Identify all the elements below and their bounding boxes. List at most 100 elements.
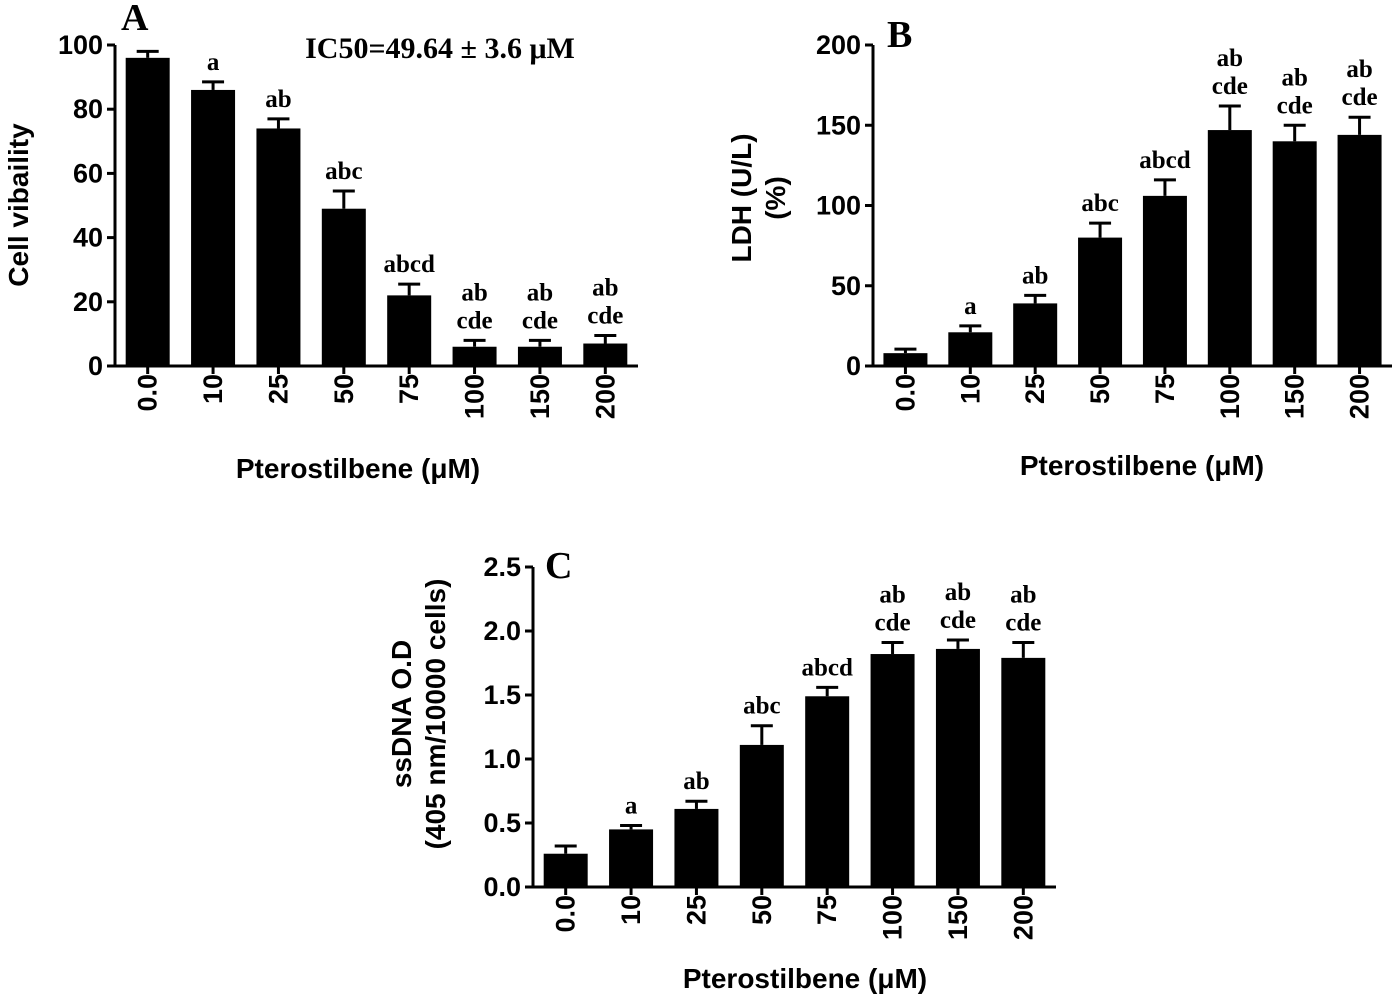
x-axis-title: Pterostilbene (μM) xyxy=(236,453,480,484)
bar xyxy=(1337,134,1382,366)
bar xyxy=(256,128,301,366)
significance-label: ab xyxy=(1346,56,1372,83)
significance-label: abcd xyxy=(801,654,853,681)
y-tick-label: 50 xyxy=(831,271,861,301)
chart-panel-b: 0.0a10ab25abc50abcd75abcde100abcde150abc… xyxy=(726,14,1392,481)
significance-label: abcd xyxy=(1139,147,1191,174)
bar xyxy=(387,295,432,366)
x-tick-label: 100 xyxy=(1215,374,1245,419)
panel-label: A xyxy=(121,0,149,39)
y-tick-label: 1.0 xyxy=(483,744,521,774)
significance-label: cde xyxy=(587,303,623,330)
x-tick-label: 25 xyxy=(1020,374,1050,404)
bar xyxy=(1001,657,1046,887)
significance-label: abc xyxy=(1081,190,1119,217)
y-tick-label: 60 xyxy=(73,158,103,188)
x-tick-label: 50 xyxy=(747,895,777,925)
bar xyxy=(935,648,980,887)
x-tick-label: 50 xyxy=(329,374,359,404)
significance-label: cde xyxy=(1342,84,1378,111)
significance-label: cde xyxy=(875,610,911,637)
y-axis-title-line2: (%) xyxy=(760,176,791,220)
y-tick-label: 40 xyxy=(73,223,103,253)
x-tick-label: 150 xyxy=(525,374,555,419)
bar xyxy=(805,696,850,887)
significance-label: cde xyxy=(940,607,976,634)
bar xyxy=(125,57,170,367)
significance-label: ab xyxy=(592,275,618,302)
bar xyxy=(517,346,562,366)
bar xyxy=(1142,195,1187,366)
y-tick-label: 2.0 xyxy=(483,616,521,646)
y-tick-label: 100 xyxy=(58,30,103,60)
y-tick-label: 100 xyxy=(816,191,861,221)
bar xyxy=(674,808,719,887)
x-tick-label: 50 xyxy=(1085,374,1115,404)
significance-label: a xyxy=(964,293,977,320)
significance-label: abc xyxy=(743,693,781,720)
x-axis-title: Pterostilbene (μM) xyxy=(683,963,927,994)
x-tick-label: 25 xyxy=(263,374,293,404)
x-tick-label: 150 xyxy=(943,895,973,940)
y-axis-title: LDH (U/L) xyxy=(726,133,757,262)
y-tick-label: 0.5 xyxy=(483,808,521,838)
y-tick-label: 150 xyxy=(816,110,861,140)
x-axis-title: Pterostilbene (μM) xyxy=(1020,450,1264,481)
x-tick-label: 10 xyxy=(616,895,646,925)
y-tick-label: 20 xyxy=(73,287,103,317)
significance-label: ab xyxy=(265,86,291,113)
x-tick-label: 75 xyxy=(394,374,424,404)
bar xyxy=(1272,141,1317,366)
bar xyxy=(609,829,654,887)
x-tick-label: 100 xyxy=(878,895,908,940)
significance-label: abc xyxy=(325,158,363,185)
bar xyxy=(583,343,628,366)
significance-label: ab xyxy=(683,768,709,795)
y-axis-title-line2: (405 nm/10000 cells) xyxy=(420,579,451,850)
y-tick-label: 0 xyxy=(88,351,103,381)
x-tick-label: 200 xyxy=(1008,895,1038,940)
x-tick-label: 75 xyxy=(1150,374,1180,404)
significance-label: ab xyxy=(945,579,971,606)
y-tick-label: 0.0 xyxy=(483,872,521,902)
y-tick-label: 1.5 xyxy=(483,680,521,710)
chart-panel-a: 0.0a10ab25abc50abcd75abcde100abcde150abc… xyxy=(3,0,638,484)
significance-label: ab xyxy=(1010,582,1036,609)
x-tick-label: 0.0 xyxy=(133,374,163,412)
y-axis-title: Cell vibaility xyxy=(3,123,34,287)
bar xyxy=(870,654,915,887)
significance-label: a xyxy=(625,793,638,820)
significance-label: ab xyxy=(1022,262,1048,289)
y-tick-label: 0 xyxy=(846,351,861,381)
significance-label: ab xyxy=(527,279,553,306)
x-tick-label: 0.0 xyxy=(551,895,581,933)
x-tick-label: 200 xyxy=(1345,374,1375,419)
bar xyxy=(452,346,497,366)
bar xyxy=(191,89,236,366)
bar xyxy=(1078,237,1123,366)
x-tick-label: 0.0 xyxy=(890,374,920,412)
y-tick-label: 80 xyxy=(73,94,103,124)
ic50-annotation: IC50=49.64 ± 3.6 μM xyxy=(305,32,575,65)
panel-label: B xyxy=(887,14,912,56)
x-tick-label: 10 xyxy=(955,374,985,404)
significance-label: ab xyxy=(461,279,487,306)
y-tick-label: 2.5 xyxy=(483,552,521,582)
x-tick-label: 200 xyxy=(590,374,620,419)
bar xyxy=(321,208,366,366)
chart-panel-c: 0.0a10ab25abc50abcd75abcde100abcde150abc… xyxy=(386,545,1056,994)
bar xyxy=(739,744,784,887)
significance-label: a xyxy=(207,49,220,76)
significance-label: abcd xyxy=(383,251,435,278)
x-tick-label: 25 xyxy=(681,895,711,925)
y-tick-label: 200 xyxy=(816,30,861,60)
significance-label: cde xyxy=(1005,610,1041,637)
x-tick-label: 150 xyxy=(1280,374,1310,419)
significance-label: cde xyxy=(457,307,493,334)
bar xyxy=(883,353,928,366)
panel-label: C xyxy=(545,545,572,587)
bar xyxy=(948,332,993,366)
x-tick-label: 75 xyxy=(812,895,842,925)
y-axis-title: ssDNA O.D xyxy=(386,640,417,788)
